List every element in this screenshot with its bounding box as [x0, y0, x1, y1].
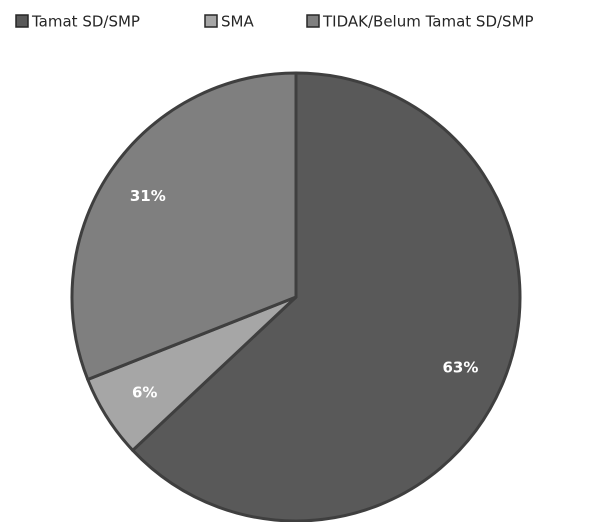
pie-slice [70, 71, 298, 381]
pie-slice [131, 71, 522, 522]
legend-label: TIDAK/Belum Tamat SD/SMP [322, 13, 534, 31]
legend-label: Tamat SD/SMP [31, 13, 140, 31]
legend-swatch [15, 14, 29, 28]
value-label: 63% [443, 359, 479, 377]
legend-label: SMA [221, 13, 254, 31]
value-label: 31% [130, 187, 166, 205]
value-label: 6% [132, 384, 157, 402]
legend-swatch [204, 14, 218, 28]
legend-swatch [306, 14, 320, 28]
